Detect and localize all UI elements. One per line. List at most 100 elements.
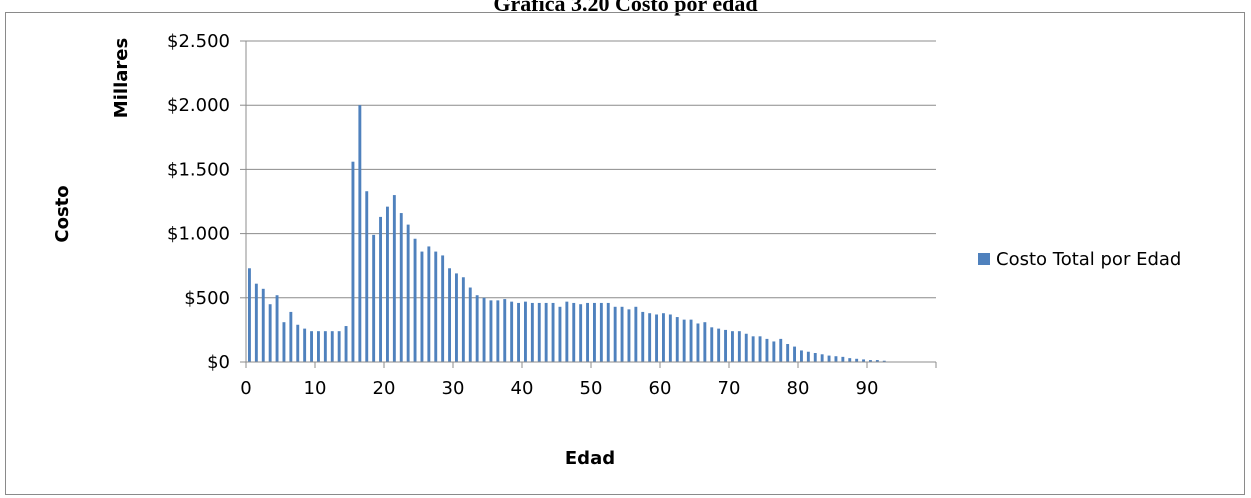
bar-edad-80 xyxy=(800,350,803,362)
bar-edad-63 xyxy=(682,319,686,362)
x-tick-label-50: 50 xyxy=(580,378,603,399)
x-tick-labels: 0 10 20 30 40 50 60 70 80 90 xyxy=(240,378,878,399)
x-tick-label-10: 10 xyxy=(304,378,327,399)
bar-edad-37 xyxy=(503,299,507,362)
bar-edad-81 xyxy=(806,351,810,362)
chart-frame: $0 $500 $1.000 $1.500 $2.000 $2.500 0 10 20 30 40… xyxy=(5,12,1245,495)
y-tick-label-1000: $1.000 xyxy=(167,224,230,245)
bar-edad-74 xyxy=(758,336,762,362)
bar-edad-75 xyxy=(765,338,769,362)
bar-edad-69 xyxy=(724,329,727,362)
bar-edad-0 xyxy=(248,268,251,362)
y-tick-label-0: $0 xyxy=(207,352,230,373)
bar-edad-6 xyxy=(289,311,293,362)
bar-edad-19 xyxy=(379,216,382,362)
bar-edad-11 xyxy=(323,331,327,362)
legend-swatch xyxy=(978,253,990,265)
bar-edad-78 xyxy=(786,344,790,362)
bar-edad-49 xyxy=(586,302,589,362)
bar-edad-12 xyxy=(330,331,334,362)
bar-edad-58 xyxy=(648,313,652,362)
axes xyxy=(240,40,937,368)
bar-edad-16 xyxy=(358,105,362,362)
bar-edad-50 xyxy=(593,302,596,362)
bar-edad-68 xyxy=(717,328,721,362)
x-tick-label-30: 30 xyxy=(442,378,465,399)
bar-edad-10 xyxy=(317,331,320,362)
x-tick-label-20: 20 xyxy=(373,378,396,399)
bar-edad-24 xyxy=(413,238,417,362)
bar-edad-22 xyxy=(399,213,403,362)
bar-edad-52 xyxy=(606,302,610,362)
bar-edad-33 xyxy=(475,295,479,362)
legend-label-costo-total-por-edad: Costo Total por Edad xyxy=(996,249,1181,270)
bar-edad-26 xyxy=(427,246,431,362)
bar-edad-88 xyxy=(855,358,859,362)
bar-edad-83 xyxy=(820,354,824,362)
bar-edad-29 xyxy=(448,268,451,362)
x-tick-label-60: 60 xyxy=(649,378,672,399)
bar-edad-54 xyxy=(620,306,624,362)
y-tick-label-500: $500 xyxy=(184,288,230,309)
bar-edad-42 xyxy=(537,302,541,362)
bar-edad-87 xyxy=(848,358,852,362)
bar-edad-48 xyxy=(579,304,583,362)
bar-edad-4 xyxy=(275,295,279,362)
bar-edad-7 xyxy=(296,324,300,362)
bar-edad-59 xyxy=(655,314,658,362)
y-tick-label-1500: $1.500 xyxy=(167,159,230,180)
bar-edad-91 xyxy=(875,360,879,362)
bar-edad-38 xyxy=(510,301,514,362)
x-tick-label-70: 70 xyxy=(718,378,741,399)
bar-edad-82 xyxy=(813,353,817,362)
bar-edad-92 xyxy=(882,360,886,362)
bar-edad-17 xyxy=(365,191,369,362)
legend: Costo Total por Edad xyxy=(978,249,1181,270)
bar-edad-51 xyxy=(599,302,603,362)
y-tick-label-2000: $2.000 xyxy=(167,95,230,116)
bar-chart: $0 $500 $1.000 $1.500 $2.000 $2.500 0 10 20 30 40… xyxy=(52,31,1181,469)
y-tick-label-2500: $2.500 xyxy=(167,31,230,52)
bar-edad-72 xyxy=(744,333,748,362)
bar-edad-70 xyxy=(731,331,734,362)
bar-edad-35 xyxy=(489,300,493,362)
bar-edad-61 xyxy=(668,314,672,362)
bar-edad-73 xyxy=(751,336,755,362)
bar-edad-71 xyxy=(737,331,741,362)
bar-edad-23 xyxy=(406,224,410,362)
bar-edad-41 xyxy=(530,302,534,362)
bar-edad-65 xyxy=(696,323,700,362)
bar-edad-86 xyxy=(841,356,845,362)
bar-edad-18 xyxy=(372,234,376,362)
bar-edad-43 xyxy=(544,302,548,362)
bar-edad-46 xyxy=(565,301,569,362)
bar-edad-14 xyxy=(344,326,348,362)
x-tick-label-0: 0 xyxy=(240,378,251,399)
bar-edad-57 xyxy=(641,311,645,362)
bar-edad-89 xyxy=(862,359,865,362)
y-tick-labels: $0 $500 $1.000 $1.500 $2.000 $2.500 xyxy=(167,31,230,373)
bar-edad-2 xyxy=(261,288,265,362)
bar-edad-21 xyxy=(392,195,396,362)
bar-edad-32 xyxy=(468,287,472,362)
x-axis-title: Edad xyxy=(565,448,615,469)
bar-edad-34 xyxy=(482,297,486,362)
x-tick-label-90: 90 xyxy=(856,378,879,399)
bar-edad-85 xyxy=(834,356,838,362)
bar-edad-1 xyxy=(254,283,258,362)
bar-edad-47 xyxy=(572,302,576,362)
x-tick-label-40: 40 xyxy=(511,378,534,399)
y-axis-unit-label: Millares xyxy=(111,38,132,118)
bar-edad-13 xyxy=(337,331,341,362)
bar-edad-36 xyxy=(496,300,500,362)
bar-edad-20 xyxy=(386,206,389,362)
y-axis-title: Costo xyxy=(52,185,73,242)
bar-edad-67 xyxy=(710,327,714,362)
bar-edad-60 xyxy=(662,313,665,362)
bar-edad-53 xyxy=(613,306,617,362)
bar-edad-90 xyxy=(869,360,872,362)
bar-edad-62 xyxy=(675,317,679,362)
bar-edad-9 xyxy=(310,331,313,362)
bar-edad-31 xyxy=(461,277,465,362)
bar-edad-79 xyxy=(793,346,796,362)
